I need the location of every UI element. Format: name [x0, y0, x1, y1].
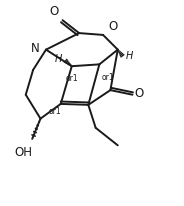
Text: OH: OH	[14, 146, 32, 159]
Text: N: N	[31, 42, 40, 55]
Text: H: H	[126, 51, 133, 61]
Text: O: O	[109, 20, 118, 33]
Text: H: H	[54, 54, 62, 64]
Text: O: O	[135, 87, 144, 100]
Text: or1: or1	[49, 107, 61, 116]
Text: or1: or1	[66, 75, 78, 83]
Text: O: O	[50, 5, 59, 18]
Text: or1: or1	[102, 73, 115, 82]
